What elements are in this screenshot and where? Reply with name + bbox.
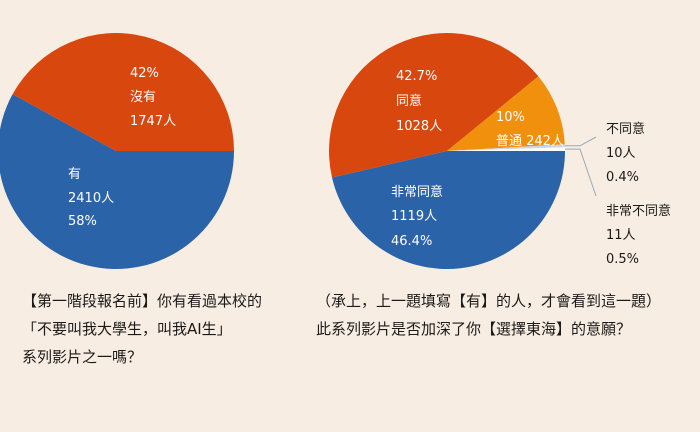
question-1-line-2: 「不要叫我大學生，叫我AI生」 — [22, 320, 232, 338]
pie2-slice-0 — [332, 151, 565, 269]
pie2-slice-4 — [447, 147, 565, 151]
pie1-count-0: 2410人 — [68, 191, 114, 206]
question-2-line-2: 此系列影片是否加深了你【選擇東海】的意願？ — [316, 320, 632, 338]
pie2-count-3: 10人 — [606, 146, 636, 161]
pie2-count-1: 1028人 — [396, 119, 442, 134]
pie2-percent-1: 42.7% — [396, 69, 437, 84]
pie2-label-3: 不同意 — [606, 121, 645, 137]
pie2-percent-4: 0.5% — [606, 252, 639, 267]
question-2-line-1: （承上，上一題填寫【有】的人，才會看到這一題） — [316, 292, 662, 310]
pie2-percent-3: 0.4% — [606, 170, 639, 185]
pie2-count-0: 1119人 — [391, 209, 437, 224]
pie2-leader-4 — [564, 148, 597, 197]
question-1-line-1: 【第一階段報名前】你有看過本校的 — [22, 292, 263, 310]
pie1-label-0: 有 — [68, 167, 81, 182]
pie2-slice-3 — [447, 144, 565, 151]
pie2-label-1: 同意 — [396, 93, 422, 109]
pie1-label-1: 沒有 — [130, 90, 156, 105]
pie2-slice-2 — [447, 76, 565, 151]
pie2-percent-0: 46.4% — [391, 234, 432, 249]
pie2-label-4: 非常不同意 — [606, 203, 671, 219]
pie2-label-2: 普通 242人 — [496, 134, 564, 149]
pie2-percent-2: 10% — [496, 110, 525, 125]
pie1-percent-1: 42% — [130, 66, 159, 81]
pie1-slice-0 — [0, 94, 234, 269]
pie1-percent-0: 58% — [68, 214, 97, 229]
pie2-leader-3 — [564, 136, 597, 147]
pie1-slice-1 — [12, 33, 234, 151]
pie2-slice-1 — [329, 33, 539, 178]
pie-chart-1: 有 2410人 58% 42% 沒有 1747人 — [0, 33, 234, 269]
pie2-count-4: 11人 — [606, 228, 636, 243]
question-2: （承上，上一題填寫【有】的人，才會看到這一題） 此系列影片是否加深了你【選擇東海… — [316, 287, 661, 343]
pie1-count-1: 1747人 — [130, 114, 176, 129]
question-1: 【第一階段報名前】你有看過本校的 「不要叫我大學生，叫我AI生」 系列影片之一嗎… — [22, 287, 262, 371]
question-1-line-3: 系列影片之一嗎？ — [22, 348, 143, 366]
pie2-label-0: 非常同意 — [391, 184, 443, 200]
